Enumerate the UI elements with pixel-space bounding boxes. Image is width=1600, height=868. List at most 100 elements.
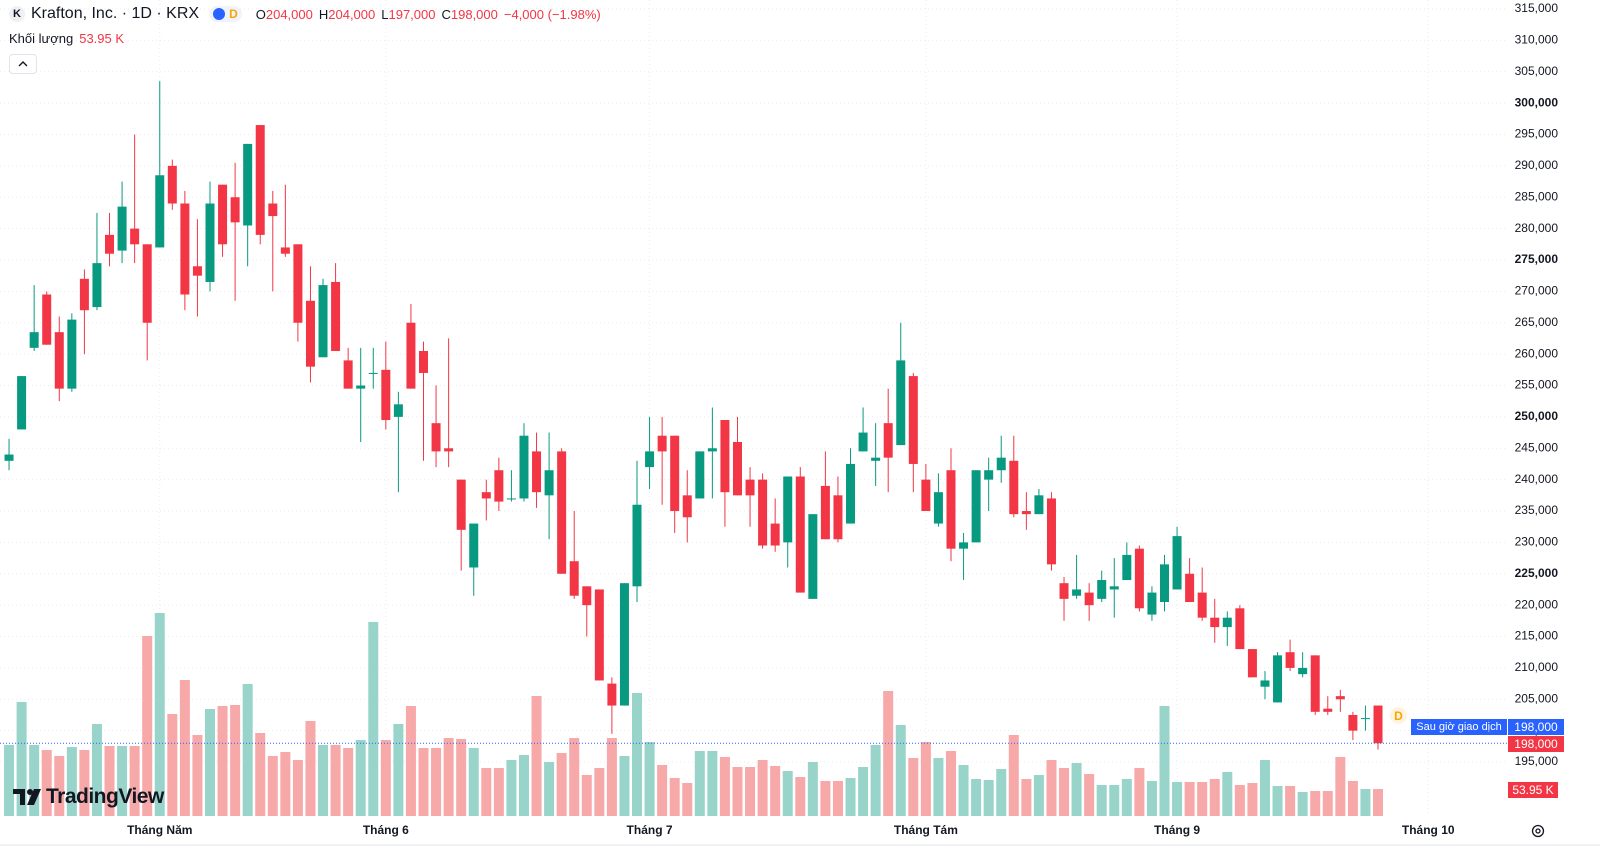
candle-body (293, 244, 303, 323)
volume-bar (1335, 757, 1346, 816)
candle-body (1172, 536, 1182, 590)
candle-body (1335, 696, 1345, 700)
volume-bar (719, 757, 730, 816)
ohlc-value: 197,000 (388, 7, 436, 22)
candle-body (896, 360, 906, 446)
volume-bar (908, 758, 919, 816)
candle-body (393, 404, 403, 417)
volume-bar (242, 684, 253, 816)
candle-body (255, 125, 265, 235)
candle-body (582, 586, 592, 606)
candle-body (105, 234, 115, 254)
volume-bar (129, 746, 140, 816)
volume-bar (569, 738, 580, 816)
volume-bar (405, 706, 416, 816)
candle-body (632, 504, 642, 587)
volume-bar (54, 756, 65, 816)
candle-body (368, 372, 378, 374)
symbol-title[interactable]: Krafton, Inc. · 1D · KRX (31, 5, 200, 22)
volume-bar (1159, 706, 1170, 816)
volume-bar (1272, 786, 1283, 816)
volume-bar (1234, 785, 1245, 816)
volume-bar (481, 768, 492, 816)
volume-bar (368, 622, 379, 816)
candle-body (54, 332, 64, 389)
tv-icon (13, 789, 41, 805)
volume-bar (1121, 779, 1132, 816)
volume-bar (280, 752, 291, 816)
candle-body (331, 281, 341, 351)
volume-bar (707, 751, 718, 816)
x-tick-label: Tháng Tám (894, 823, 958, 837)
ohlc-key: C (441, 7, 451, 22)
y-tick-label: 220,000 (1515, 597, 1559, 611)
candle-body (92, 263, 102, 308)
ohlc-value: 204,000 (265, 7, 313, 22)
volume-bar (468, 748, 479, 816)
volume-bar (669, 778, 680, 816)
candle-body (1323, 708, 1333, 712)
volume-bar (1322, 791, 1333, 816)
volume-bar (1134, 768, 1145, 816)
volume-bar (682, 783, 693, 816)
candle-body (670, 435, 680, 512)
candle-body (494, 470, 504, 502)
volume-bar (657, 765, 668, 816)
candle-body (933, 492, 943, 524)
y-tick-label: 270,000 (1515, 284, 1559, 298)
ohlc-key: L (381, 7, 389, 22)
candle-body (305, 300, 315, 367)
y-tick-label: 210,000 (1515, 660, 1559, 674)
candle-body (243, 143, 253, 226)
volume-bar (920, 742, 931, 816)
volume-bar (996, 769, 1007, 816)
volume-bar (807, 762, 818, 816)
volume-bar (431, 748, 442, 816)
chevron-icon (18, 61, 28, 67)
volume-bar (41, 750, 52, 816)
last-price-tag: 198,000 (1508, 736, 1564, 752)
y-tick-label: 285,000 (1515, 189, 1559, 203)
x-tick-label: Tháng 7 (627, 823, 673, 837)
candle-body (343, 360, 353, 389)
candle-body (406, 322, 416, 389)
candle-body (4, 454, 14, 461)
volume-bar (506, 760, 517, 816)
volume-bar (933, 758, 944, 816)
candle-body (29, 332, 39, 348)
candle-body (318, 285, 328, 358)
volume-title: Khối lượng (9, 31, 74, 46)
candle-body (795, 476, 805, 593)
candle-body (808, 514, 818, 599)
candle-body (1285, 652, 1295, 668)
candle-body (1247, 649, 1257, 678)
volume-bar (66, 747, 77, 816)
candle-body (1122, 554, 1132, 581)
volume-bar (91, 724, 102, 816)
volume-bar (1209, 779, 1220, 816)
volume-bar (4, 745, 15, 816)
settings-icon[interactable] (1530, 823, 1546, 839)
volume-bar (1297, 792, 1308, 816)
y-tick-label: 260,000 (1515, 346, 1559, 360)
candle-body (946, 470, 956, 549)
candle-body (607, 683, 617, 706)
y-tick-label: 225,000 (1515, 566, 1559, 580)
y-tick-label: 315,000 (1515, 1, 1559, 15)
volume-bar (1059, 768, 1070, 816)
extended-session-tag: Sau giờ giao dịch (1411, 719, 1507, 735)
volume-bar (531, 696, 542, 816)
y-tick-label: 280,000 (1515, 221, 1559, 235)
volume-bar (644, 742, 655, 816)
event-marker[interactable]: D (1390, 707, 1407, 724)
candle-body (1097, 580, 1107, 599)
candle-body (971, 470, 981, 543)
collapse-button[interactable] (9, 54, 37, 74)
session-badge[interactable]: D (209, 6, 242, 22)
candle-body (908, 376, 918, 464)
volume-bar (845, 778, 856, 816)
volume-bar (556, 753, 567, 816)
y-tick-label: 250,000 (1515, 409, 1559, 423)
ohlc-key: H (318, 7, 329, 22)
